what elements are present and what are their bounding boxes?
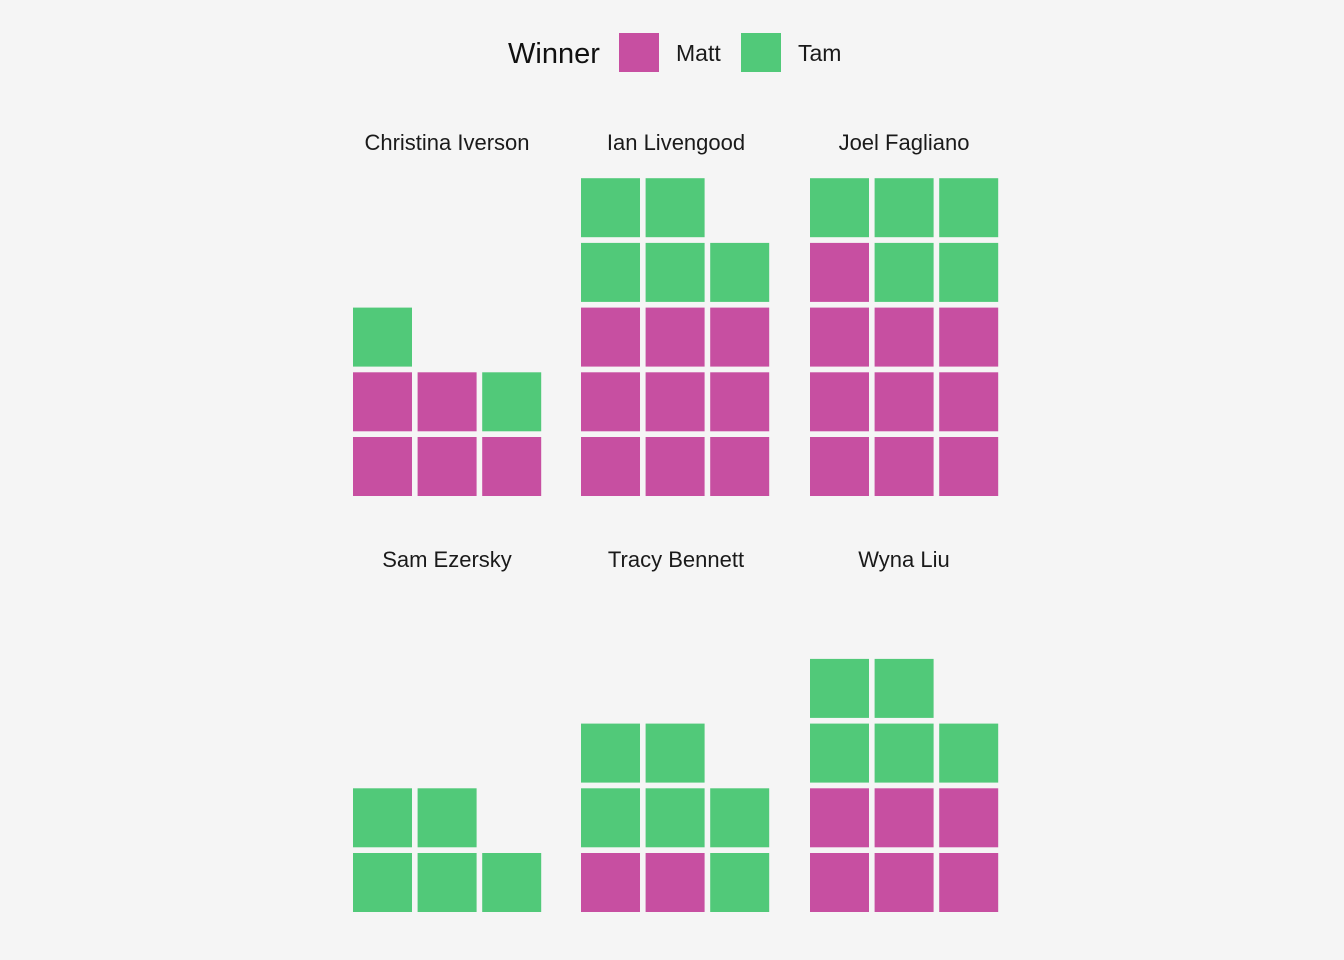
waffle-cell-tam [645,242,705,302]
waffle-cell-matt [581,307,640,367]
legend-label-tam: Tam [798,40,841,66]
facet-tracy-bennett: Tracy Bennett [581,547,770,912]
waffle-cell-tam [417,788,477,848]
waffle-cell-matt [939,437,999,496]
facet-title: Sam Ezersky [382,547,512,572]
waffle-cell-tam [874,178,934,238]
waffle-cell-tam [874,658,934,718]
waffle-cell-matt [874,437,934,496]
waffle-cell-matt [874,853,934,912]
waffle-cell-matt [353,437,412,496]
facet-title: Wyna Liu [858,547,950,572]
waffle-cell-tam [810,178,869,238]
waffle-cell-matt [645,853,705,912]
waffle-cell-tam [482,372,542,432]
waffle-cell-tam [939,242,999,302]
legend-label-matt: Matt [676,40,721,66]
waffle-cell-matt [710,372,770,432]
facet-title: Tracy Bennett [608,547,744,572]
waffle-cell-tam [353,788,412,848]
waffle-cell-matt [581,372,640,432]
waffle-cell-tam [581,788,640,848]
facet-joel-fagliano: Joel Fagliano [810,130,999,496]
waffle-cell-matt [810,242,869,302]
facet-christina-iverson: Christina Iverson [353,130,542,496]
waffle-cell-tam [710,242,770,302]
waffle-cell-matt [645,437,705,496]
waffle-cell-tam [874,723,934,783]
waffle-cell-matt [353,372,412,432]
waffle-cell-matt [810,788,869,848]
facet-wyna-liu: Wyna Liu [810,547,999,912]
waffle-cell-tam [353,307,412,367]
facet-title: Joel Fagliano [839,130,970,155]
waffle-cell-matt [710,307,770,367]
legend: Winner Matt Tam [508,33,841,72]
facets: Christina Iverson Ian Livengood Joel Fagli… [353,130,999,912]
facet-title: Ian Livengood [607,130,745,155]
waffle-cell-matt [874,307,934,367]
facet-title: Christina Iverson [364,130,529,155]
waffle-cell-matt [874,788,934,848]
waffle-cell-tam [353,853,412,912]
waffle-cell-matt [939,853,999,912]
waffle-cell-tam [939,178,999,238]
waffle-cell-tam [581,242,640,302]
waffle-cell-matt [581,437,640,496]
waffle-cell-tam [874,242,934,302]
waffle-cell-tam [810,723,869,783]
waffle-cell-tam [581,723,640,783]
waffle-cell-matt [482,437,542,496]
waffle-cell-matt [939,307,999,367]
waffle-cell-tam [645,723,705,783]
waffle-cell-tam [810,658,869,718]
waffle-cell-matt [645,307,705,367]
waffle-cell-tam [645,788,705,848]
waffle-cell-matt [810,437,869,496]
facet-sam-ezersky: Sam Ezersky [353,547,542,912]
facet-ian-livengood: Ian Livengood [581,130,770,496]
waffle-cell-matt [810,853,869,912]
waffle-cell-matt [581,853,640,912]
waffle-cell-tam [482,853,542,912]
waffle-cell-matt [417,372,477,432]
waffle-cell-tam [710,853,770,912]
waffle-cell-tam [581,178,640,238]
waffle-cell-tam [939,723,999,783]
waffle-cell-matt [645,372,705,432]
waffle-cell-matt [417,437,477,496]
waffle-cell-matt [810,307,869,367]
waffle-cell-matt [939,788,999,848]
waffle-cell-matt [710,437,770,496]
waffle-cell-matt [939,372,999,432]
waffle-cell-matt [810,372,869,432]
legend-title: Winner [508,38,600,70]
legend-key-tam [741,33,781,72]
waffle-cell-tam [645,178,705,238]
waffle-cell-matt [874,372,934,432]
waffle-cell-tam [417,853,477,912]
legend-key-matt [619,33,659,72]
waffle-cell-tam [710,788,770,848]
